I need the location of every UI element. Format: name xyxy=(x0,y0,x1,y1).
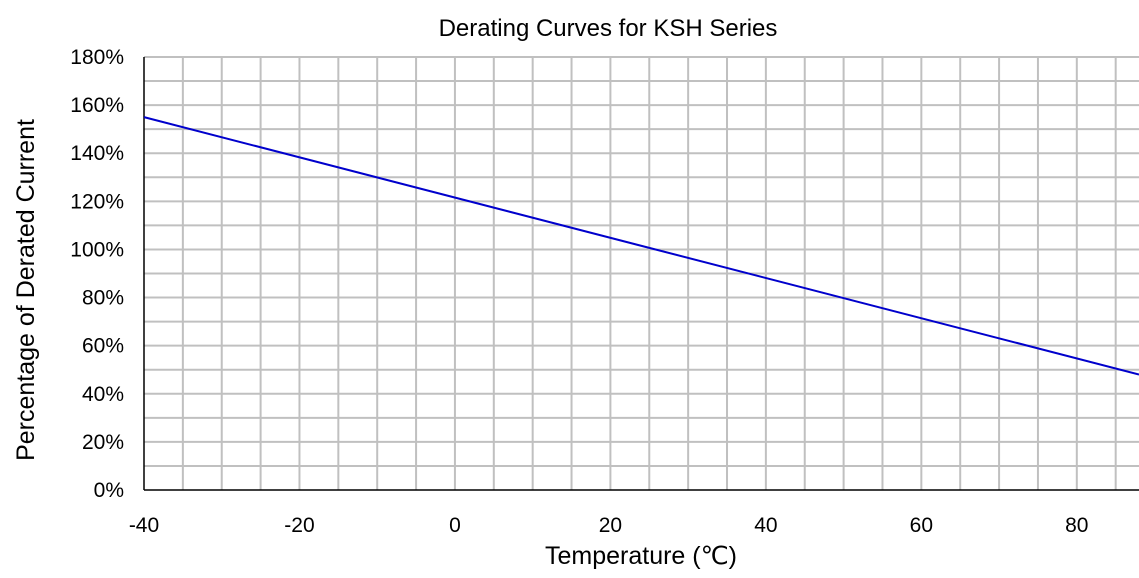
series-line xyxy=(143,116,1139,376)
x-axis-ticks: -40 -20 0 20 40 60 80 xyxy=(129,514,1089,537)
x-tick-label: -40 xyxy=(129,514,159,537)
axes xyxy=(143,57,1139,491)
y-tick-label: 160% xyxy=(70,94,124,117)
y-tick-label: 100% xyxy=(70,238,124,261)
x-tick-label: 80 xyxy=(1065,514,1088,537)
y-axis-ticks: 0% 20% 40% 60% 80% 100% 120% 140% 160% 180% xyxy=(70,46,124,502)
y-tick-label: 20% xyxy=(82,431,124,454)
chart-title: Derating Curves for KSH Series xyxy=(439,15,778,42)
x-tick-label: 60 xyxy=(910,514,933,537)
series-lines xyxy=(143,116,1139,376)
y-tick-label: 140% xyxy=(70,142,124,165)
x-tick-label: 20 xyxy=(599,514,622,537)
grid-lines xyxy=(144,56,1139,490)
x-tick-label: -20 xyxy=(284,514,314,537)
y-axis-label: Percentage of Derated Current xyxy=(12,119,40,461)
y-tick-label: 120% xyxy=(70,190,124,213)
y-tick-label: 80% xyxy=(82,287,124,310)
y-tick-label: 180% xyxy=(70,46,124,69)
x-tick-label: 0 xyxy=(449,514,461,537)
x-tick-label: 40 xyxy=(754,514,777,537)
x-axis-label: Temperature (℃) xyxy=(545,542,737,570)
y-tick-label: 60% xyxy=(82,335,124,358)
y-tick-label: 40% xyxy=(82,383,124,406)
y-tick-label: 0% xyxy=(94,479,124,502)
